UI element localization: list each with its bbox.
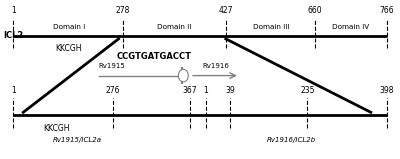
Text: 367: 367 <box>183 86 197 95</box>
Text: 278: 278 <box>115 7 130 15</box>
Text: Domain II: Domain II <box>157 24 191 30</box>
Text: KKCGH: KKCGH <box>56 44 82 53</box>
Text: 398: 398 <box>380 86 394 95</box>
Text: Rv1916: Rv1916 <box>202 62 229 69</box>
Text: 766: 766 <box>379 7 394 15</box>
Text: Domain III: Domain III <box>253 24 290 30</box>
Text: ICL2: ICL2 <box>3 31 24 40</box>
Text: CCGTGATGACCT: CCGTGATGACCT <box>117 52 192 61</box>
Text: 235: 235 <box>300 86 314 95</box>
Text: Rv1915/ICL2a: Rv1915/ICL2a <box>52 137 101 143</box>
Text: 1: 1 <box>11 7 16 15</box>
Text: 1: 1 <box>11 86 16 95</box>
Text: Rv1916/ICL2b: Rv1916/ICL2b <box>267 137 316 143</box>
Text: 39: 39 <box>225 86 235 95</box>
Text: 1: 1 <box>204 86 208 95</box>
Text: Rv1915: Rv1915 <box>99 62 126 69</box>
Text: KKCGH: KKCGH <box>44 124 70 133</box>
Text: Domain I: Domain I <box>53 24 85 30</box>
Text: 660: 660 <box>308 7 322 15</box>
Text: 276: 276 <box>105 86 120 95</box>
Text: Domain IV: Domain IV <box>332 24 370 30</box>
Ellipse shape <box>178 69 188 82</box>
Text: 427: 427 <box>218 7 233 15</box>
